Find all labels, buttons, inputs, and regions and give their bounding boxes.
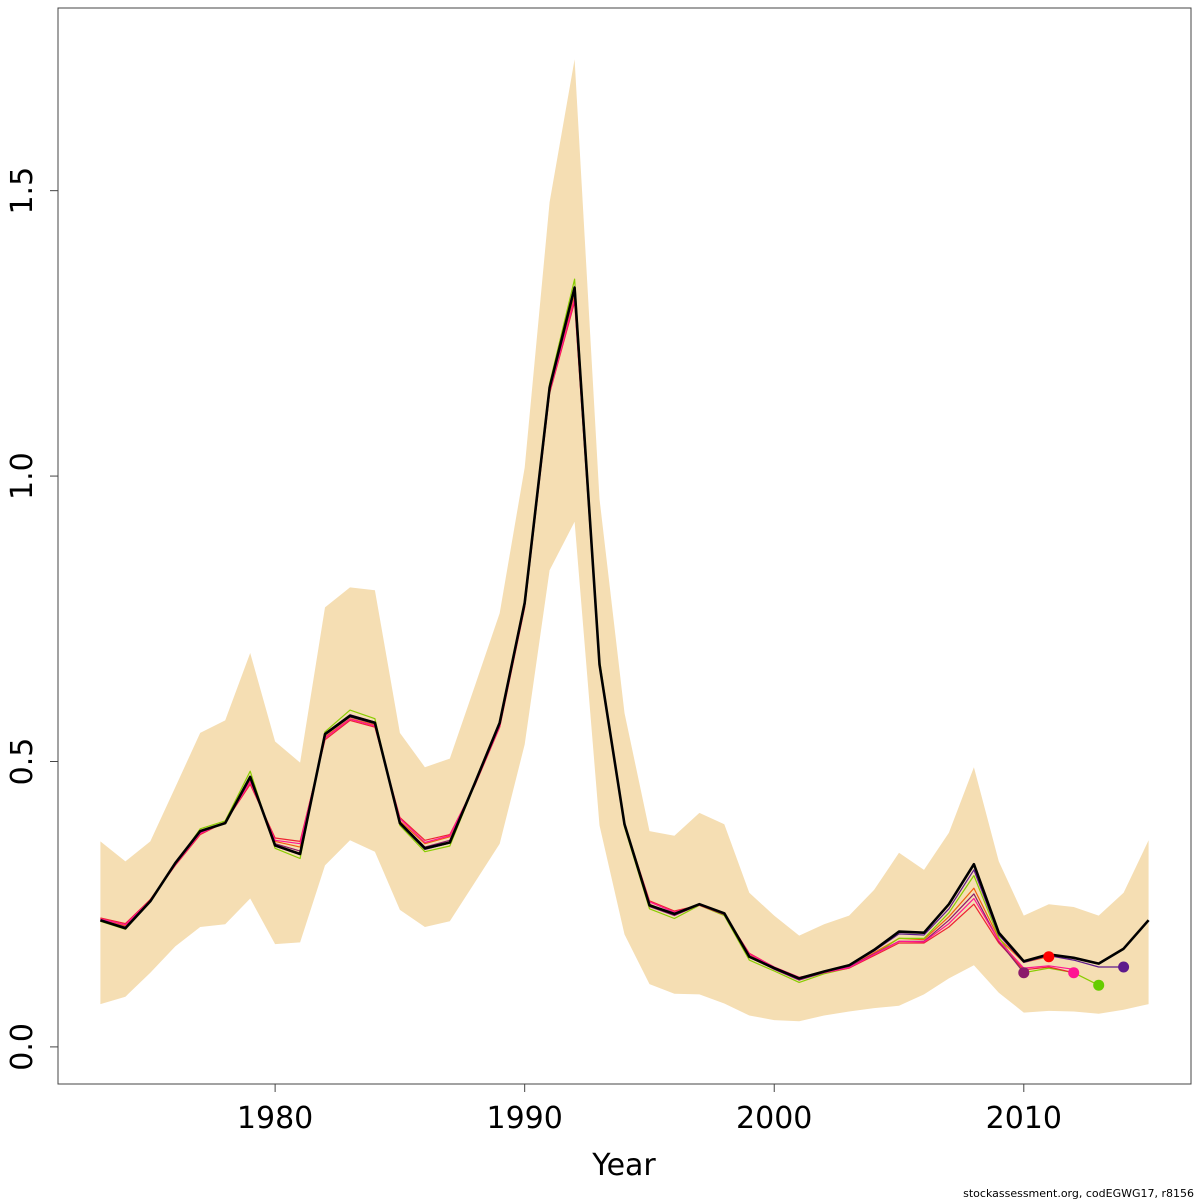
- series-layer: [100, 278, 1150, 986]
- y-axis: 0.0 0.5 1.0 1.5: [5, 167, 58, 1071]
- endpoint-marker: [1018, 967, 1030, 979]
- x-tick-label: 2010: [986, 1101, 1062, 1136]
- x-axis: 1980 1990 2000 2010: [237, 1084, 1062, 1136]
- footer-credit: stockassessment.org, codEGWG17, r8156: [963, 1187, 1194, 1200]
- x-tick-label: 1990: [486, 1101, 562, 1136]
- y-tick-label: 0.0: [5, 1023, 40, 1071]
- series-line: [100, 286, 1150, 980]
- x-tick-label: 1980: [237, 1101, 313, 1136]
- confidence-band: [100, 59, 1149, 1022]
- x-axis-title: Year: [591, 1148, 656, 1183]
- plot-frame: [57, 7, 1192, 1085]
- y-tick-label: 1.5: [5, 167, 40, 215]
- confidence-band-layer: [100, 59, 1149, 1022]
- y-tick-label: 0.5: [5, 738, 40, 786]
- endpoint-markers-layer: [1018, 951, 1130, 991]
- endpoint-marker: [1118, 961, 1130, 973]
- endpoint-marker: [1093, 979, 1105, 991]
- x-tick-label: 2000: [736, 1101, 812, 1136]
- endpoint-marker: [1043, 951, 1055, 963]
- y-tick-label: 1.0: [5, 452, 40, 500]
- endpoint-marker: [1068, 967, 1080, 979]
